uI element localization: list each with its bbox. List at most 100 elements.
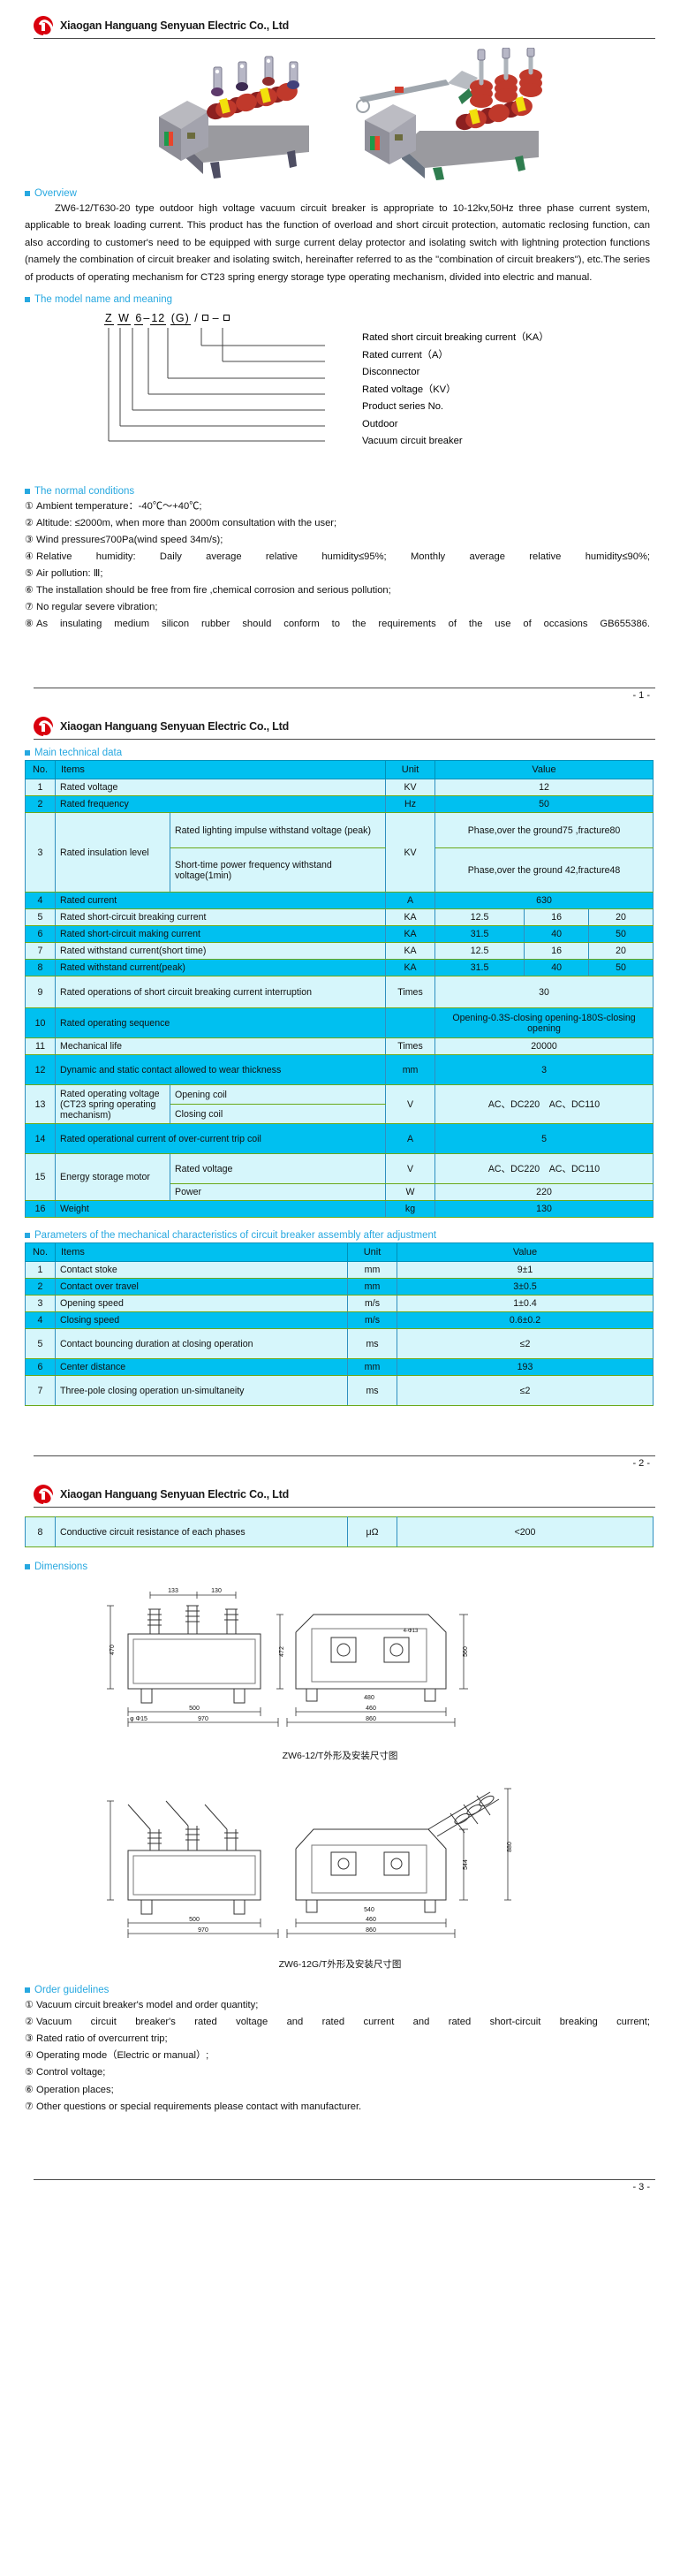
model-legend-list: Rated short circuit breaking current（KA）… xyxy=(362,330,548,451)
model-naming-diagram: Z W 6–12 (G) / – xyxy=(0,310,680,478)
cell-value: 9±1 xyxy=(397,1261,654,1280)
page-3: Xiaogan Hanguang Senyuan Electric Co., L… xyxy=(0,1469,680,2203)
cell-no: 7 xyxy=(25,942,56,961)
condition-text: No regular severe vibration; xyxy=(36,602,158,613)
cell-no: 9 xyxy=(25,976,56,1009)
cell-value: 16 xyxy=(524,942,590,961)
table-row: Closing coil xyxy=(26,1104,654,1125)
section-heading-main-data: Main technical data xyxy=(25,748,680,758)
overview-paragraph: ZW6-12/T630-20 type outdoor high voltage… xyxy=(25,203,650,283)
company-logo-icon xyxy=(34,16,53,35)
page-2: Xiaogan Hanguang Senyuan Electric Co., L… xyxy=(0,701,680,1470)
cell-unit: V xyxy=(385,1084,436,1125)
cell-value: 12 xyxy=(434,779,654,797)
cell-item: Closing speed xyxy=(55,1311,348,1330)
condition-number: ② xyxy=(25,518,34,529)
condition-item: ⑧ As insulating medium silicon rubber sh… xyxy=(25,616,650,633)
table-row: 14 Rated operational current of over-cur… xyxy=(25,1123,654,1155)
mechanical-characteristics-table: No. Items Unit Value 1 Contact stoke mm … xyxy=(25,1242,654,1407)
section-heading-dimensions: Dimensions xyxy=(25,1562,680,1572)
col-header-value: Value xyxy=(397,1242,654,1263)
cell-no: 1 xyxy=(25,779,56,797)
bullet-square-icon xyxy=(25,191,30,196)
conditions-title-text: The normal conditions xyxy=(34,486,135,498)
cell-no: 8 xyxy=(25,1516,56,1548)
cell-unit: KV xyxy=(385,779,436,797)
cell-value: ≤2 xyxy=(397,1328,654,1360)
cell-item: Opening speed xyxy=(55,1295,348,1313)
condition-text: The installation should be free from fir… xyxy=(36,585,391,597)
cell-value: 630 xyxy=(434,892,654,910)
main-technical-data-table: No. Items Unit Value 1 Rated voltage KV … xyxy=(25,760,654,1219)
cell-item: Center distance xyxy=(55,1358,348,1377)
cell-value: ≤2 xyxy=(397,1375,654,1407)
order-text: Other questions or special requirements … xyxy=(36,2101,362,2112)
cell-item: Rated withstand current(short time) xyxy=(54,942,387,961)
condition-number: ⑤ xyxy=(25,568,34,580)
table-row: 10 Rated operating sequence Opening-0.3S… xyxy=(25,1007,654,1039)
order-number: ⑥ xyxy=(25,2084,34,2095)
page-number: - 3 - xyxy=(632,2181,650,2192)
table-row: 3 Rated insulation level Rated lighting … xyxy=(25,812,654,893)
svg-text:133: 133 xyxy=(168,1588,178,1594)
cell-value: Opening-0.3S-closing opening-180S-closin… xyxy=(434,1007,654,1039)
cell-item: Rated withstand current(peak) xyxy=(54,959,387,977)
order-item: ④ Operating mode（Electric or manual）; xyxy=(25,2048,650,2064)
order-number: ⑤ xyxy=(25,2067,34,2078)
col-header-items: Items xyxy=(54,760,387,780)
condition-item: ⑦ No regular severe vibration; xyxy=(25,599,650,616)
svg-text:460: 460 xyxy=(366,1706,376,1712)
condition-item: ① Ambient temperature：-40℃～+40℃; xyxy=(25,498,650,515)
cell-unit: ms xyxy=(347,1375,397,1407)
condition-text: As insulating medium silicon rubber shou… xyxy=(36,619,650,630)
cell-unit: m/s xyxy=(347,1295,397,1313)
order-item: ⑤ Control voltage; xyxy=(25,2064,650,2081)
model-legend-item: Rated short circuit breaking current（KA） xyxy=(362,332,549,344)
cell-value: 50 xyxy=(434,795,654,814)
cell-no: 12 xyxy=(25,1054,56,1086)
cell-value: 0.6±0.2 xyxy=(397,1311,654,1330)
cell-item: Rated short-circuit making current xyxy=(54,925,387,944)
cell-unit: W xyxy=(385,1183,436,1202)
cell-item: Mechanical life xyxy=(54,1037,387,1056)
cell-no: 6 xyxy=(25,925,56,944)
cell-value: Phase,over the ground 42,fracture48 xyxy=(434,847,654,893)
cell-unit: A xyxy=(385,892,436,910)
table-row: 7 Three-pole closing operation un-simult… xyxy=(25,1375,654,1407)
page-number: - 2 - xyxy=(632,1458,650,1470)
condition-item: ⑤ Air pollution: Ⅲ; xyxy=(25,566,650,582)
order-item: ③ Rated ratio of overcurrent trip; xyxy=(25,2031,650,2048)
condition-number: ⑧ xyxy=(25,619,34,630)
condition-text: Wind pressure≤700Pa(wind speed 34m/s); xyxy=(36,535,223,546)
cell-unit: μΩ xyxy=(347,1516,397,1548)
conductive-resistance-table: 8 Conductive circuit resistance of each … xyxy=(25,1516,654,1548)
model-code-string: Z W 6–12 (G) / – xyxy=(104,312,230,326)
order-item: ① Vacuum circuit breaker's model and ord… xyxy=(25,1997,650,2014)
table-row: 2 Contact over travel mm 3±0.5 xyxy=(25,1278,654,1296)
cell-no: 4 xyxy=(25,1311,56,1330)
condition-item: ③ Wind pressure≤700Pa(wind speed 34m/s); xyxy=(25,532,650,549)
normal-conditions-list: ① Ambient temperature：-40℃～+40℃; ② Altit… xyxy=(25,498,650,633)
order-text: Control voltage; xyxy=(36,2067,106,2078)
dimension-drawing-1: 133 130 500 970 460 860 480 470 560 472 … xyxy=(0,1579,680,1762)
cell-group: Rated insulation level xyxy=(55,812,170,893)
section-heading-conditions: The normal conditions xyxy=(25,486,680,497)
section-heading-mech: Parameters of the mechanical characteris… xyxy=(25,1230,680,1241)
cell-subitem: Power xyxy=(169,1183,387,1202)
cell-value: 31.5 xyxy=(434,925,525,944)
company-name: Xiaogan Hanguang Senyuan Electric Co., L… xyxy=(60,19,290,32)
order-item: ⑦ Other questions or special requirement… xyxy=(25,2099,650,2116)
cell-unit: m/s xyxy=(347,1311,397,1330)
svg-text:130: 130 xyxy=(211,1588,222,1594)
cell-no: 3 xyxy=(25,812,56,893)
order-guidelines-list: ① Vacuum circuit breaker's model and ord… xyxy=(25,1997,650,2115)
table-row: 9 Rated operations of short circuit brea… xyxy=(25,976,654,1009)
cell-item: Rated operational current of over-curren… xyxy=(54,1123,387,1155)
cell-item: Conductive circuit resistance of each ph… xyxy=(55,1516,348,1548)
bullet-square-icon xyxy=(25,1233,30,1239)
table-header-row: No. Items Unit Value xyxy=(25,760,654,780)
svg-text:544: 544 xyxy=(463,1859,469,1870)
condition-number: ④ xyxy=(25,551,34,563)
table-row: 6 Center distance mm 193 xyxy=(25,1358,654,1377)
company-logo-icon xyxy=(34,1485,53,1505)
